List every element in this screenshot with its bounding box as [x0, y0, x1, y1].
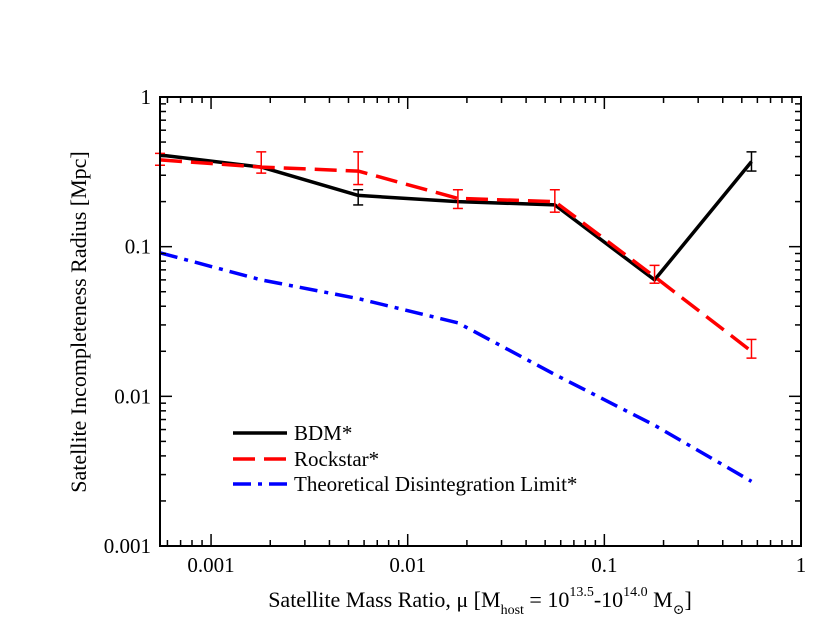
x-tick-label: 0.001 [187, 553, 234, 577]
plot-frame [159, 96, 802, 547]
x-axis-label-exponent-2: 14.0 [623, 585, 648, 600]
x-axis-label-middle-3: M [648, 587, 673, 612]
series-line-bdm [159, 153, 753, 282]
x-axis-label: Satellite Mass Ratio, μ [Mhost = 1013.5-… [268, 585, 692, 618]
x-tick-label: 0.01 [389, 553, 426, 577]
errorbar-rockstar-4 [549, 189, 560, 213]
errorbar-rockstar-3 [452, 189, 463, 210]
y-tick-label: 0.001 [104, 534, 151, 558]
x-axis-label-middle-2: -10 [594, 587, 623, 612]
curves-layer [155, 151, 757, 483]
x-axis-label-host-subscript: host [501, 603, 524, 618]
errorbar-rockstar-6 [746, 338, 757, 359]
errorbar-bdm-1 [746, 151, 757, 172]
legend-label-disintegration-limit: Theoretical Disintegration Limit* [294, 472, 577, 496]
tick-labels-layer: 0.001 0.01 0.1 1 0.001 0.01 0.1 1 [104, 85, 807, 577]
legend: BDM* Rockstar* Theoretical Disintegratio… [233, 421, 577, 496]
x-axis-label-exponent-1: 13.5 [569, 585, 594, 600]
errorbar-rockstar-5 [649, 264, 660, 284]
errorbar-rockstar-2 [353, 151, 364, 186]
x-tick-label: 0.1 [591, 553, 617, 577]
x-axis-label-sun-subscript: ⊙ [673, 603, 685, 618]
x-tick-label: 1 [796, 553, 807, 577]
legend-label-bdm: BDM* [294, 421, 352, 445]
x-axis-label-prefix: Satellite Mass Ratio, μ [M [268, 587, 500, 612]
series-line-theoretical-disintegration-limit [159, 251, 753, 483]
ticks-layer [160, 96, 802, 547]
legend-label-rockstar: Rockstar* [294, 447, 379, 471]
errorbar-bdm-0 [353, 189, 364, 206]
y-tick-label: 1 [141, 85, 152, 109]
errorbar-rockstar-1 [256, 151, 267, 174]
x-axis-label-suffix: ] [684, 587, 691, 612]
y-tick-label: 0.01 [114, 384, 151, 408]
x-axis-label-middle-1: = 10 [524, 587, 569, 612]
y-axis-label: Satellite Incompleteness Radius [Mpc] [66, 151, 91, 493]
y-tick-label: 0.1 [125, 235, 151, 259]
